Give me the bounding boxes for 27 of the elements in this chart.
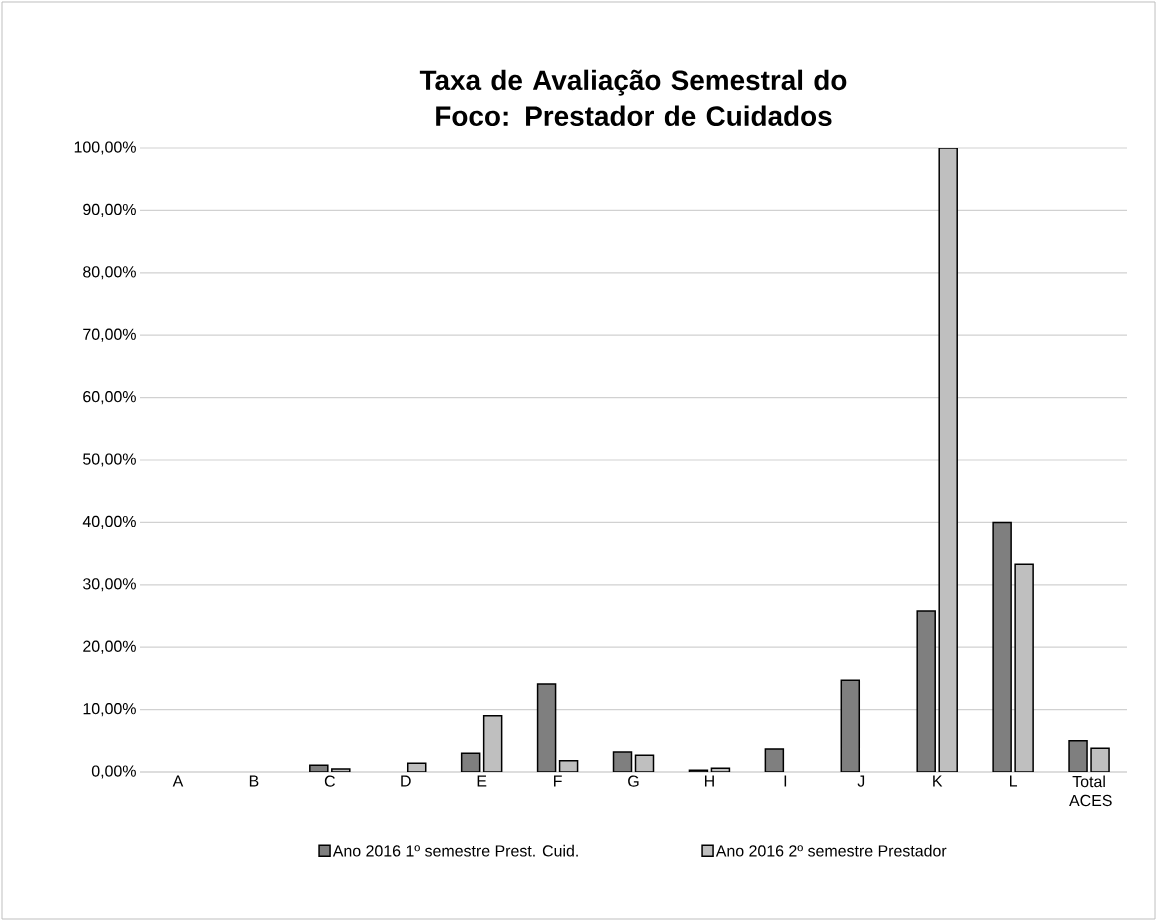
x-tick-label: J [857, 775, 865, 787]
y-tick-label: 40,00% [82, 515, 136, 529]
x-tick-label: B [249, 775, 259, 787]
y-tick-label: 80,00% [83, 266, 136, 280]
y-tick-label: 30,00% [83, 578, 136, 592]
x-tick-label: Total ACES [1069, 775, 1112, 807]
y-tick-label: 0,00% [91, 765, 136, 779]
x-tick-label: D [401, 775, 411, 787]
chart-title: Taxa de Avaliação Semestral do Foco: Prestador de Cuidados [419, 69, 847, 126]
y-tick-label: 70,00% [83, 328, 136, 342]
x-tick-label: C [324, 775, 335, 787]
y-tick-label: 20,00% [83, 640, 136, 654]
y-tick-label: 100,00% [74, 141, 136, 155]
x-tick-label: G [628, 775, 639, 787]
y-tick-label: 60,00% [83, 391, 136, 405]
x-tick-label: F [554, 775, 562, 787]
x-tick-label: H [704, 775, 714, 787]
y-tick-label: 50,00% [83, 453, 136, 467]
x-tick-label: A [172, 775, 184, 787]
y-tick-label: 90,00% [83, 203, 136, 217]
legend-label: Ano 2016 2º semestre Prestador [715, 844, 947, 857]
x-tick-label: E [477, 775, 487, 787]
legend-label: Ano 2016 1º semestre Prest. Cuid. [332, 844, 578, 857]
x-tick-label: I [784, 775, 787, 787]
x-tick-label: L [1010, 775, 1018, 787]
x-tick-label: K [933, 775, 943, 787]
y-tick-label: 10,00% [83, 703, 136, 717]
